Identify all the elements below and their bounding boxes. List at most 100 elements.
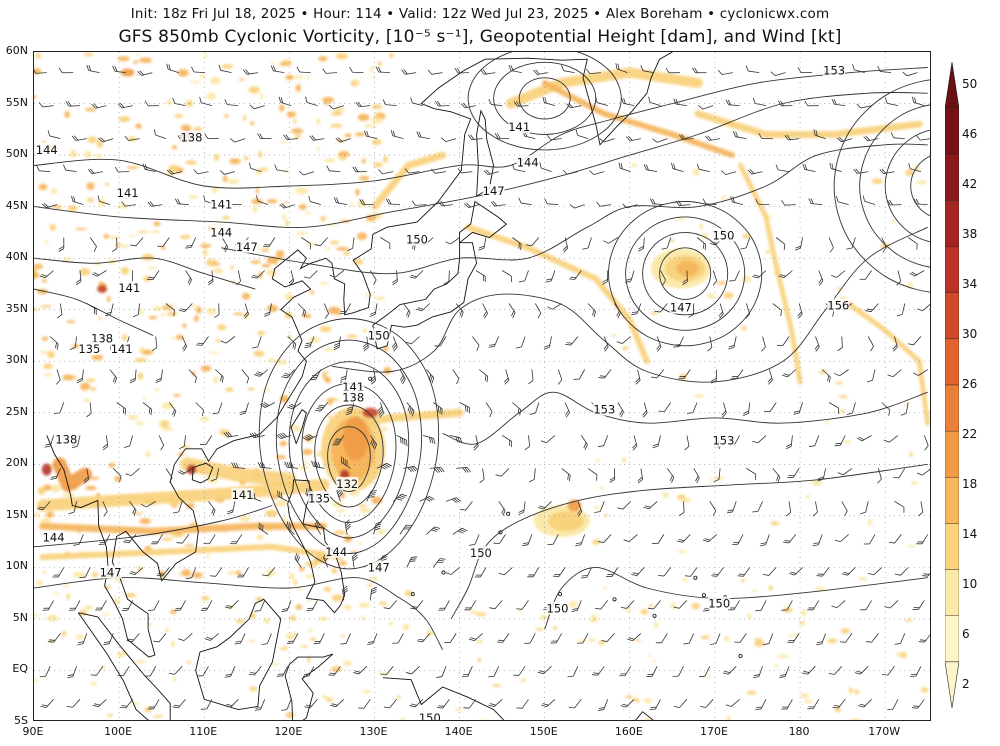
wind-barb bbox=[546, 303, 562, 310]
wind-barb bbox=[366, 490, 377, 502]
wind-barb bbox=[195, 402, 205, 416]
vorticity-speckle bbox=[383, 366, 392, 375]
vorticity-speckle bbox=[324, 371, 330, 374]
contour-label-bg bbox=[210, 225, 233, 239]
wind-barb bbox=[330, 699, 345, 708]
wind-barb bbox=[513, 666, 526, 676]
wind-barb bbox=[679, 134, 694, 140]
height-contour bbox=[34, 505, 273, 548]
okhotsk-contour bbox=[467, 52, 622, 151]
wind-barb bbox=[883, 435, 899, 443]
vorticity-speckle bbox=[765, 250, 770, 254]
wind-barb bbox=[309, 369, 322, 381]
wind-barb bbox=[752, 270, 767, 279]
vorticity-speckle bbox=[603, 586, 607, 589]
vorticity-speckle bbox=[334, 109, 339, 114]
vorticity-speckle bbox=[825, 419, 829, 425]
wind-barb bbox=[358, 699, 371, 709]
vorticity-speckle bbox=[848, 687, 853, 694]
vorticity-speckle bbox=[330, 240, 340, 245]
wind-barb bbox=[42, 600, 54, 611]
contour-label-bg bbox=[708, 596, 731, 610]
vorticity-speckle bbox=[34, 308, 39, 311]
wind-barb bbox=[606, 567, 619, 578]
wind-barb bbox=[144, 666, 157, 677]
vorticity-speckle bbox=[694, 394, 705, 399]
vorticity-speckle bbox=[153, 221, 161, 227]
vorticity-speckle bbox=[396, 695, 401, 699]
wind-barb bbox=[691, 67, 707, 74]
wind-barb bbox=[678, 369, 691, 379]
wind-barb bbox=[580, 435, 588, 450]
vorticity-speckle bbox=[225, 387, 234, 392]
vorticity-speckle bbox=[811, 479, 823, 487]
height-contour bbox=[450, 463, 928, 620]
wind-barb bbox=[567, 666, 579, 678]
vorticity-speckle bbox=[263, 617, 270, 624]
contour-label-bg bbox=[712, 228, 735, 242]
vorticity-speckle bbox=[901, 652, 907, 659]
wind-barb bbox=[176, 534, 190, 544]
vorticity-speckle bbox=[535, 628, 544, 631]
vorticity-speckle bbox=[648, 654, 652, 658]
vorticity-speckle bbox=[170, 640, 176, 648]
wind-barb bbox=[56, 369, 61, 385]
wind-barb bbox=[117, 666, 130, 677]
wind-barb bbox=[852, 64, 865, 73]
vorticity-speckle bbox=[85, 485, 97, 491]
wind-barb bbox=[658, 402, 672, 412]
vorticity-speckle bbox=[255, 597, 263, 601]
vorticity-speckle bbox=[179, 234, 191, 240]
height-contour bbox=[34, 257, 256, 290]
wind-barb bbox=[304, 699, 318, 709]
low-vorticity bbox=[676, 260, 699, 277]
vorticity-speckle bbox=[98, 317, 103, 320]
vorticity-speckle bbox=[405, 590, 413, 597]
vorticity-speckle bbox=[367, 583, 373, 587]
typhoon-contour bbox=[301, 382, 397, 523]
wind-barb bbox=[640, 65, 654, 73]
vorticity-speckle bbox=[138, 308, 144, 315]
wind-barb bbox=[89, 237, 97, 252]
wind-barb bbox=[392, 493, 408, 502]
vorticity-speckle bbox=[238, 78, 245, 81]
wind-barb bbox=[755, 198, 770, 205]
lon-label: 150E bbox=[529, 725, 558, 738]
wind-barb bbox=[132, 303, 140, 318]
wind-barb bbox=[620, 600, 635, 609]
wind-barb bbox=[416, 633, 431, 643]
colorbar-segment bbox=[945, 107, 959, 155]
vorticity-speckle bbox=[39, 305, 53, 308]
map-panel: 1531591411441381441471411411501441501471… bbox=[33, 51, 931, 721]
high-contour bbox=[910, 155, 930, 217]
lat-label: 35N bbox=[5, 301, 28, 315]
wind-barb bbox=[764, 402, 777, 413]
vorticity-speckle bbox=[251, 198, 264, 205]
vorticity-speckle bbox=[84, 605, 93, 610]
vorticity-spot bbox=[41, 463, 52, 476]
wind-barb bbox=[597, 699, 609, 711]
vorticity-speckle bbox=[325, 246, 331, 250]
vorticity-speckle bbox=[723, 292, 734, 299]
wind-barb bbox=[226, 501, 236, 515]
wind-barb bbox=[828, 666, 843, 675]
lat-lon-gridlines bbox=[34, 52, 930, 720]
vorticity-speckle bbox=[680, 498, 692, 503]
lat-label: EQ bbox=[12, 662, 28, 676]
vorticity-speckle bbox=[643, 698, 652, 704]
vorticity-speckle bbox=[152, 306, 164, 311]
contour-label: 147 bbox=[670, 301, 692, 315]
vorticity-speckle bbox=[727, 716, 731, 720]
vorticity-speckle bbox=[359, 507, 372, 513]
wind-barb bbox=[478, 237, 487, 251]
contour-label-bg bbox=[231, 488, 254, 502]
wind-barb bbox=[839, 633, 853, 643]
vorticity-speckle bbox=[677, 494, 686, 500]
vorticity-speckle bbox=[289, 572, 295, 581]
vorticity-speckle bbox=[356, 232, 368, 241]
vorticity-speckle bbox=[320, 215, 326, 222]
wind-barb bbox=[609, 468, 616, 483]
wind-barb bbox=[213, 303, 220, 319]
wind-barb bbox=[646, 666, 658, 678]
vorticity-band bbox=[52, 457, 93, 492]
